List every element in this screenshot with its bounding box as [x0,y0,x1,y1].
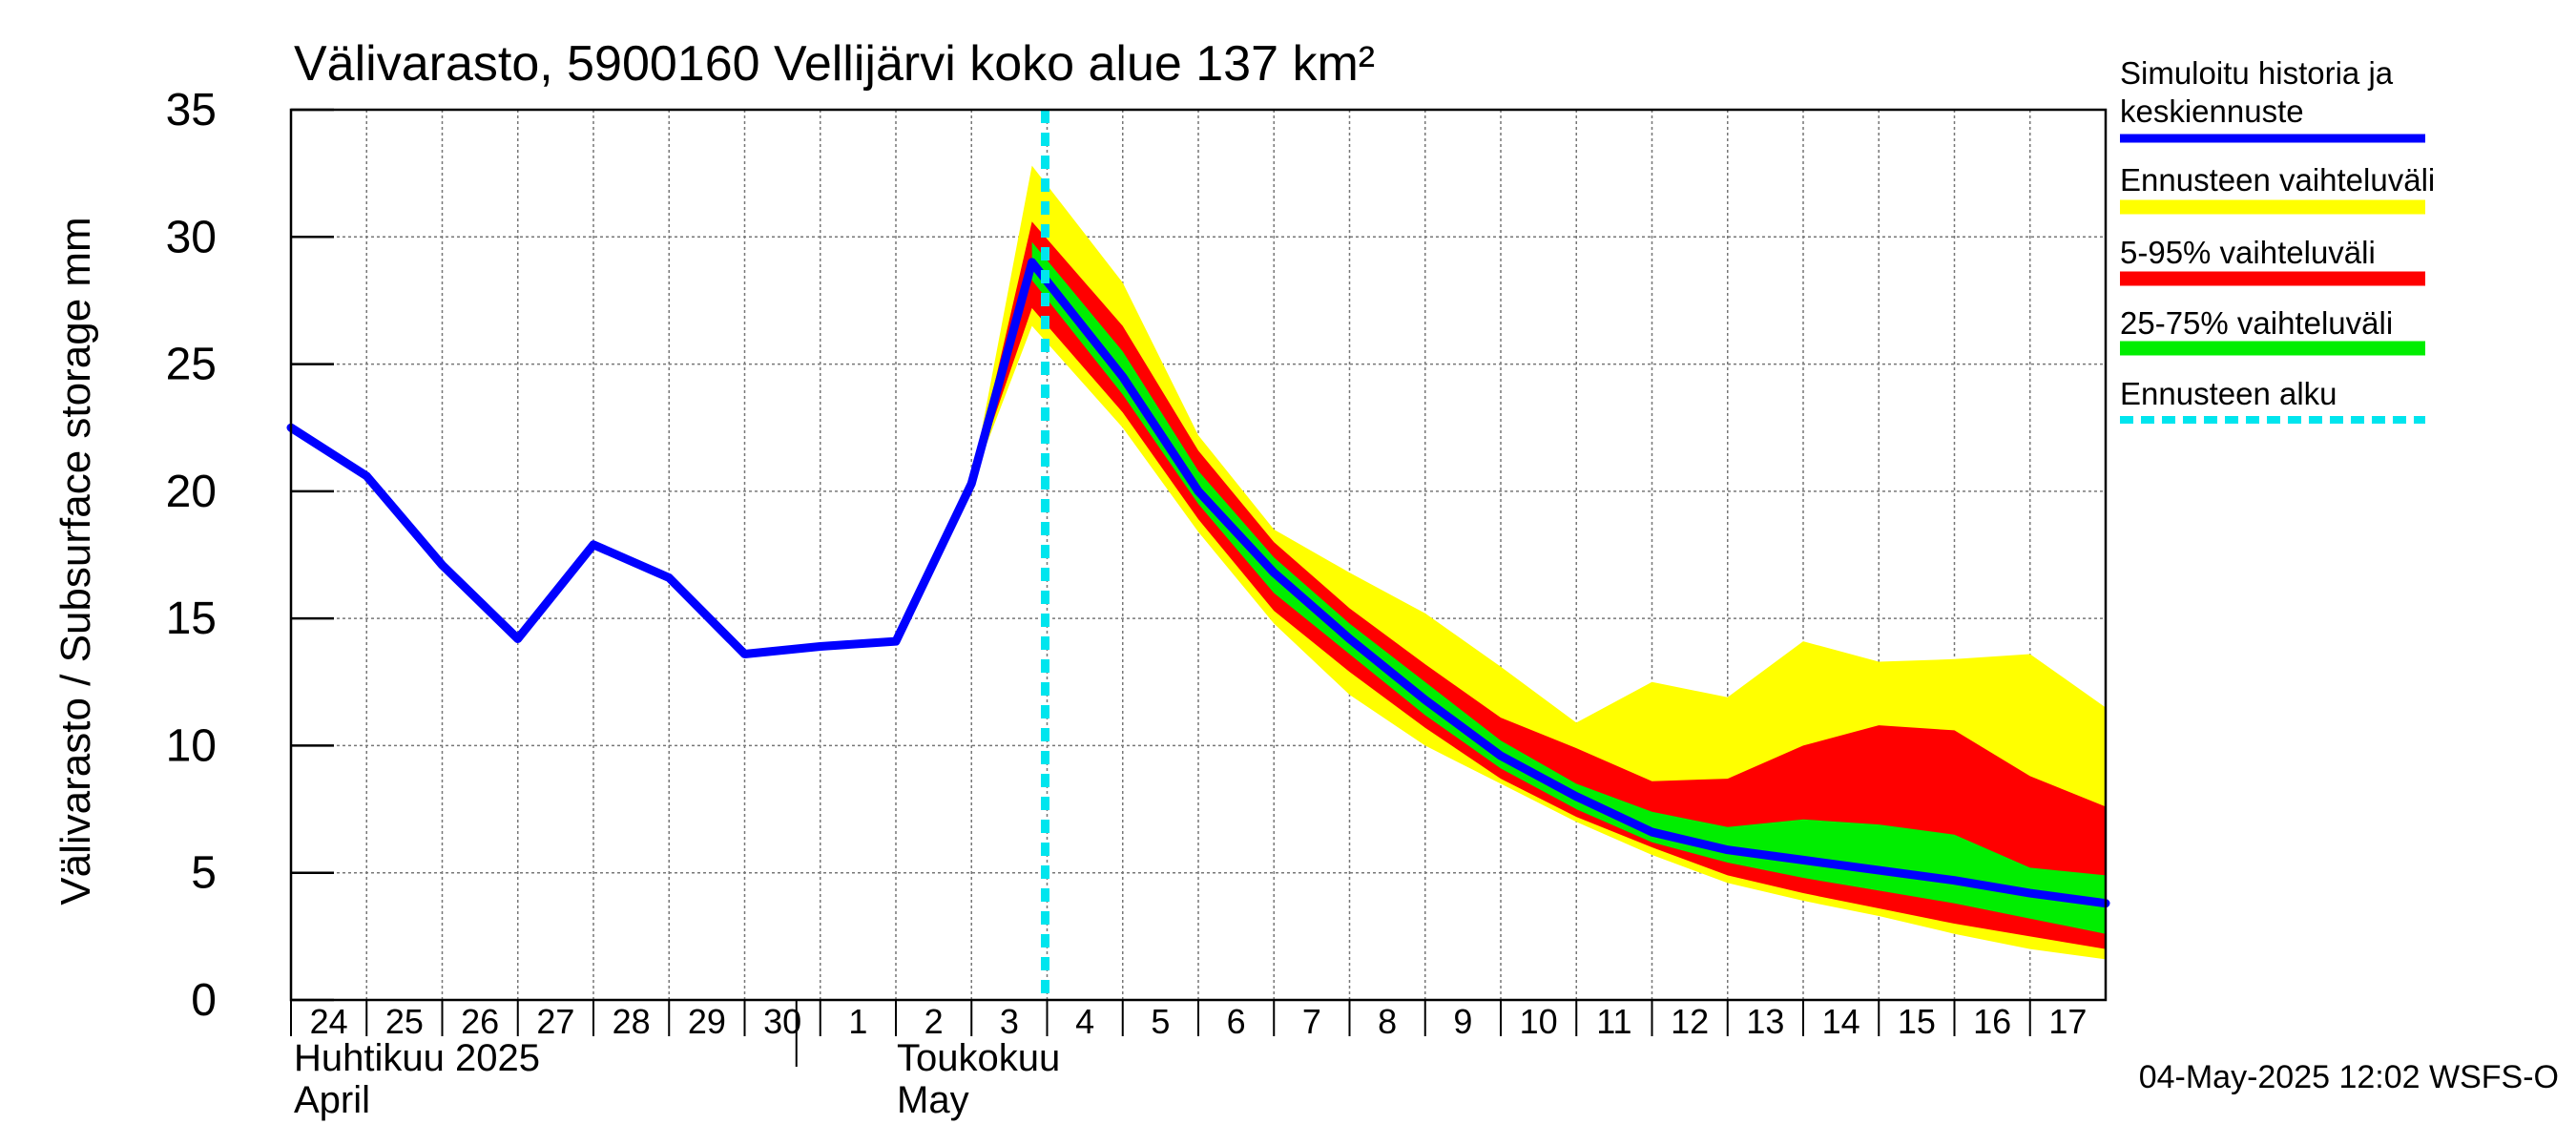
x-tick-label: 26 [461,1002,499,1041]
x-tick-label: 27 [536,1002,574,1041]
x-tick-label: 13 [1746,1002,1784,1041]
x-tick-label: 29 [688,1002,726,1041]
legend-label: 25-75% vaihteluväli [2120,305,2393,341]
x-tick-label: 7 [1302,1002,1321,1041]
month-label-april-fi: Huhtikuu 2025 [294,1037,540,1079]
y-tick-label: 35 [166,85,217,135]
x-tick-label: 12 [1671,1002,1709,1041]
x-tick-label: 10 [1520,1002,1558,1041]
x-tick-label: 6 [1227,1002,1246,1041]
chart-title: Välivarasto, 5900160 Vellijärvi koko alu… [294,36,1375,92]
x-tick-label: 25 [385,1002,424,1041]
footer-timestamp: 04-May-2025 12:02 WSFS-O [2139,1059,2559,1095]
y-tick-label: 5 [191,848,217,899]
month-label-may-en: May [897,1079,969,1121]
x-tick-label: 15 [1898,1002,1936,1041]
legend-label: 5-95% vaihteluväli [2120,235,2376,270]
x-tick-label: 9 [1453,1002,1472,1041]
x-tick-label: 2 [924,1002,944,1041]
legend-label: keskiennuste [2120,94,2304,129]
legend-label: Ennusteen alku [2120,376,2337,411]
x-tick-label: 24 [310,1002,348,1041]
plot-area [286,108,2110,1002]
x-tick-label: 17 [2048,1002,2087,1041]
y-tick-label: 20 [166,467,217,517]
y-tick-label: 0 [191,975,217,1026]
x-axis: 24 25 26 27 28 29 30 1 2 3 4 5 6 7 8 9 10 11 12 13 14 15 16 17 [290,1000,2087,1067]
x-tick-label: 8 [1378,1002,1397,1041]
legend-label: Ennusteen vaihteluväli [2120,162,2435,198]
median-forecast-line [1028,258,2110,908]
x-tick-label: 16 [1973,1002,2011,1041]
y-tick-label: 15 [166,593,217,644]
month-label-may-fi: Toukokuu [897,1037,1060,1079]
band-5-95 [971,221,2106,949]
y-axis-label: Välivarasto / Subsurface storage mm [52,217,99,905]
month-label-april-en: April [294,1079,370,1121]
x-tick-label: 14 [1822,1002,1860,1041]
legend-label: Simuloitu historia ja [2120,55,2394,91]
y-tick-label: 10 [166,720,217,771]
x-tick-label: 30 [763,1002,801,1041]
x-tick-label: 1 [848,1002,867,1041]
x-tick-label: 3 [1000,1002,1019,1041]
y-tick-label: 30 [166,212,217,262]
x-tick-label: 28 [613,1002,651,1041]
history-line [286,258,1037,658]
x-tick-label: 11 [1596,1002,1631,1041]
x-tick-label: 4 [1075,1002,1094,1041]
y-axis: 0 5 10 15 20 25 30 35 [166,85,334,1026]
y-tick-label: 25 [166,340,217,390]
x-tick-label: 5 [1151,1002,1170,1041]
